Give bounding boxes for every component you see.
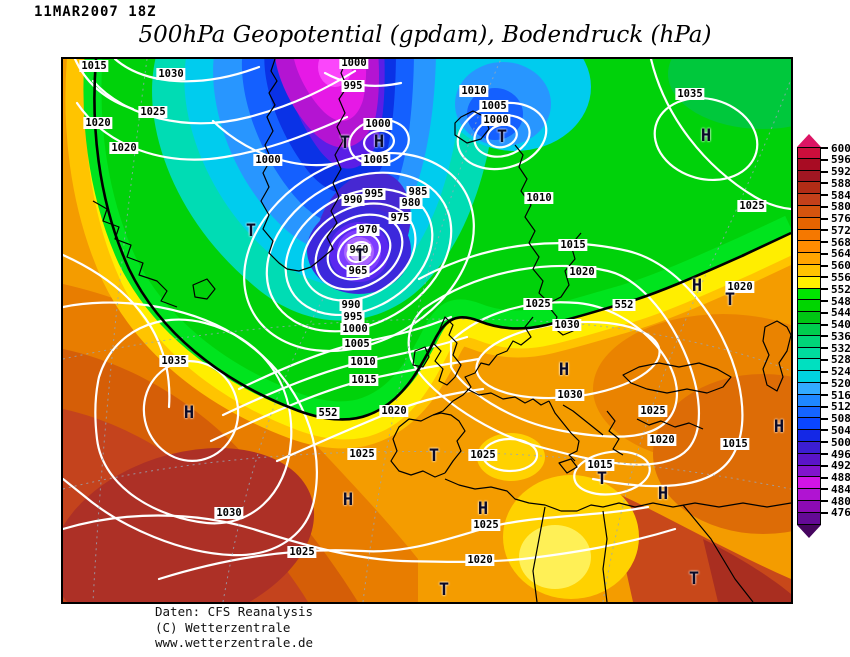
colorbar-tick-label: 476 xyxy=(821,506,850,519)
colorbar-segment xyxy=(797,147,821,159)
bright-green-band xyxy=(83,59,791,420)
graticule xyxy=(63,59,791,602)
colorbar-tick-label: 488 xyxy=(821,471,850,484)
colorbar-segment xyxy=(797,418,821,431)
colorbar-tick-label: 508 xyxy=(821,412,850,425)
colorbar-ticks: 600 596 592 588 584 580 576 572 568 564 560 556 552 5… xyxy=(821,142,850,519)
credits-source: Daten: CFS Reanalysis xyxy=(155,604,314,619)
colorbar-segment xyxy=(797,205,821,218)
colorbar-tick-label: 512 xyxy=(821,400,850,413)
credits-url: www.wetterzentrale.de xyxy=(155,635,314,650)
colorbar-tick-label: 528 xyxy=(821,353,850,366)
colorbar-segment xyxy=(797,194,821,206)
yellow-patch-fills xyxy=(477,433,639,599)
colorbar-segment xyxy=(797,312,821,324)
colorbar-segment xyxy=(797,253,821,265)
geopotential-colorbar: 600 596 592 588 584 580 576 572 568 564 560 556 552 5… xyxy=(797,134,850,538)
colorbar-tick-label: 536 xyxy=(821,330,850,343)
colorbar-tick-label: 480 xyxy=(821,495,850,508)
colorbar-tick-label: 492 xyxy=(821,459,850,472)
colorbar-segment xyxy=(797,264,821,277)
credits-copyright: (C) Wetterzentrale xyxy=(155,619,291,635)
map-canvas xyxy=(63,59,791,602)
colorbar-tick-label: 556 xyxy=(821,271,850,284)
colorbar-segment xyxy=(797,347,821,360)
colorbar-segment xyxy=(797,441,821,454)
colorbar-segment xyxy=(797,465,821,478)
colorbar-tick-label: 484 xyxy=(821,483,850,496)
colorbar-tick-label: 564 xyxy=(821,247,850,260)
colorbar-tick-label: 544 xyxy=(821,306,850,319)
colorbar-segment xyxy=(797,430,821,442)
colorbar-segment xyxy=(797,217,821,230)
colorbar-segment xyxy=(797,371,821,383)
colorbar-tick-label: 600 xyxy=(821,142,850,155)
colorbar-segment xyxy=(797,323,821,336)
colorbar-arrow-down xyxy=(797,524,821,538)
colorbar-tick-label: 572 xyxy=(821,224,850,237)
colorbar-tick-label: 584 xyxy=(821,189,850,202)
colorbar-tick-label: 524 xyxy=(821,365,850,378)
colorbar-segment xyxy=(797,512,821,525)
colorbar-tick-label: 500 xyxy=(821,436,850,449)
colorbar-tick-label: 548 xyxy=(821,295,850,308)
colorbar-tick-label: 580 xyxy=(821,200,850,213)
map-panel: 1015 1030 1025 1020 1020 1000 995 1000 1000 1005 1… xyxy=(61,57,793,604)
colorbar-segment xyxy=(797,500,821,513)
colorbar-segment xyxy=(797,335,821,348)
colorbar-segment xyxy=(797,406,821,419)
colorbar-tick-label: 516 xyxy=(821,389,850,402)
colorbar-tick-label: 496 xyxy=(821,448,850,461)
colorbar-tick-label: 552 xyxy=(821,283,850,296)
colorbar-segment xyxy=(797,170,821,183)
colorbar-tick-label: 540 xyxy=(821,318,850,331)
colorbar-segment xyxy=(797,276,821,289)
colorbar-tick-label: 596 xyxy=(821,153,850,166)
colorbar-tick-label: 592 xyxy=(821,165,850,178)
colorbar-tick-label: 568 xyxy=(821,236,850,249)
colorbar-segment xyxy=(797,359,821,372)
colorbar-segment xyxy=(797,288,821,301)
colorbar-tick-label: 504 xyxy=(821,424,850,437)
colorbar-segment xyxy=(797,477,821,490)
colorbar-tick-label: 520 xyxy=(821,377,850,390)
colorbar-segment xyxy=(797,182,821,195)
colorbar-segment xyxy=(797,382,821,395)
colorbar-segment xyxy=(797,229,821,242)
colorbar-segment xyxy=(797,300,821,313)
coastlines xyxy=(92,59,791,602)
colorbar-segment xyxy=(797,453,821,466)
colorbar-tick-label: 560 xyxy=(821,259,850,272)
page-title: 500hPa Geopotential (gpdam), Bodendruck … xyxy=(138,22,712,48)
colorbar-segment xyxy=(797,489,821,501)
ne-green-shade xyxy=(668,59,791,129)
colorbar-segment xyxy=(797,158,821,171)
run-datetime: 11MAR2007 18Z xyxy=(34,4,157,20)
colorbar-tick-label: 588 xyxy=(821,177,850,190)
colorbar-tick-label: 532 xyxy=(821,342,850,355)
colorbar-segment xyxy=(797,394,821,407)
colorbar-segments xyxy=(797,147,821,525)
colorbar-arrow-up xyxy=(797,134,821,147)
colorbar-tick-label: 576 xyxy=(821,212,850,225)
credits-block: Daten: CFS Reanalysis (C) Wetterzentrale… xyxy=(155,604,313,651)
colorbar-segment xyxy=(797,241,821,254)
